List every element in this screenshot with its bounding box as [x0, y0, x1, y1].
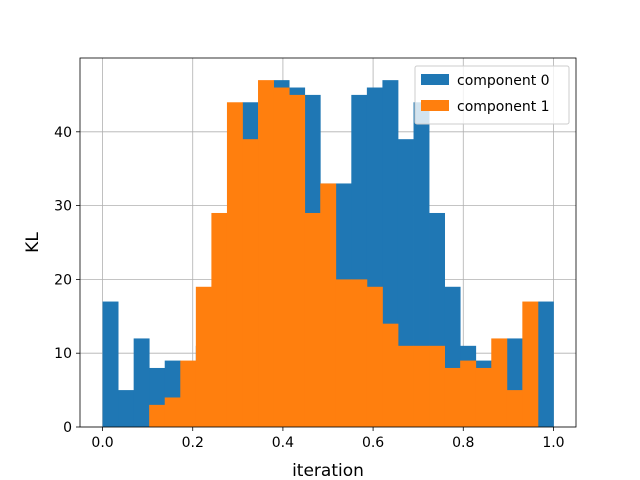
histogram-bar — [475, 367, 492, 427]
histogram-bars — [102, 80, 554, 428]
histogram-bar — [118, 390, 135, 427]
histogram-bar — [102, 301, 119, 427]
y-tick-label: 10 — [54, 346, 72, 362]
x-tick-label: 0.4 — [272, 435, 294, 451]
histogram-bar — [149, 404, 166, 427]
histogram-bar — [133, 338, 150, 427]
axes-frame — [79, 57, 577, 428]
histogram-bar — [351, 279, 368, 427]
legend-swatch-component-0 — [421, 74, 449, 85]
plot-area: 0.0 0.2 0.4 0.6 0.8 1.0 0 10 20 30 40 — [54, 57, 577, 451]
x-tick-label: 0.6 — [362, 435, 384, 451]
histogram-bar — [429, 345, 446, 427]
histogram-bar — [289, 94, 306, 428]
histogram-bar — [195, 286, 212, 427]
y-tick-label: 0 — [63, 420, 72, 436]
legend-swatch-component-1 — [421, 100, 449, 111]
histogram-bar — [304, 212, 321, 427]
histogram-bar — [258, 80, 274, 427]
histogram-bar — [226, 102, 243, 427]
histogram-bar — [382, 323, 399, 427]
histogram-bar — [506, 390, 523, 427]
histogram-bar — [211, 212, 228, 427]
histogram-bar — [273, 87, 290, 428]
histogram-bar — [397, 345, 414, 427]
histogram-bar — [242, 139, 259, 427]
x-tick-label: 0.8 — [452, 435, 474, 451]
histogram-bar — [491, 338, 508, 427]
y-tick-label: 20 — [54, 272, 72, 288]
histogram-bar — [460, 360, 477, 427]
histogram-bar — [444, 367, 461, 427]
histogram-bar — [537, 301, 554, 427]
series-component-1 — [149, 80, 539, 428]
histogram-bar — [180, 360, 197, 427]
y-axis-title: KL — [23, 232, 43, 253]
histogram-bar — [335, 279, 352, 427]
legend: component 0 component 1 — [414, 65, 570, 125]
histogram-bar — [366, 286, 383, 427]
x-tick-label: 1.0 — [542, 435, 564, 451]
legend-label-component-1: component 1 — [457, 99, 550, 115]
histogram-bar — [320, 183, 337, 427]
y-tick-label: 30 — [54, 199, 72, 215]
histogram-bar — [164, 397, 181, 427]
x-tick-label: 0.2 — [182, 435, 204, 451]
histogram-bar — [522, 301, 539, 427]
x-tick-label: 0.0 — [91, 435, 113, 451]
axis-ticks: 0.0 0.2 0.4 0.6 0.8 1.0 0 10 20 30 40 — [54, 125, 564, 451]
x-axis-title: iteration — [292, 461, 364, 480]
legend-box — [414, 65, 570, 125]
histogram-bar — [413, 345, 430, 427]
legend-label-component-0: component 0 — [457, 73, 550, 89]
y-tick-label: 40 — [54, 125, 72, 141]
